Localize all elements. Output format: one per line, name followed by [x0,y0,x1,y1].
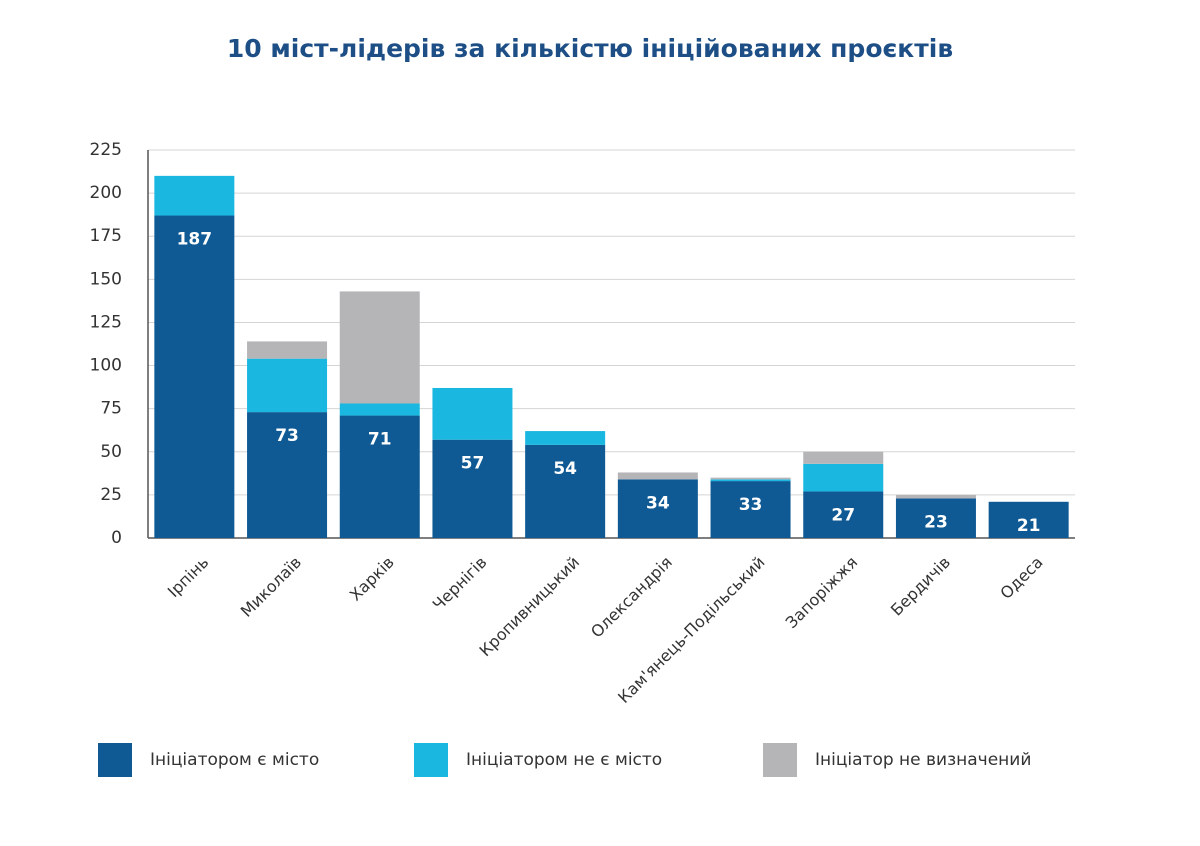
data-label: 34 [646,493,670,513]
bar-segment [247,341,328,359]
data-label: 27 [831,505,855,525]
chart-title: 10 міст-лідерів за кількістю ініційовани… [227,34,953,63]
bar-segment [247,412,328,538]
data-label: 21 [1017,516,1041,536]
x-tick-label: Кам'янець-Подільський [614,553,768,707]
data-label: 23 [924,512,948,532]
data-label: 73 [275,426,299,446]
bar-segment [339,291,420,404]
bar-segment [710,477,791,480]
x-tick-label: Чернігів [429,553,491,615]
bar-segment [339,403,420,416]
bar-segment [710,481,791,538]
legend-label: Ініціатор не визначений [815,750,1031,770]
bar-segment [247,358,328,413]
y-tick-label: 75 [100,399,122,419]
x-tick-label: Олександрія [587,553,676,642]
bar-segment [339,415,420,538]
data-label: 54 [553,459,577,479]
data-label: 187 [177,230,213,250]
legend-label: Ініціатором не є місто [466,750,662,770]
x-tick-label: Одеса [996,553,1046,603]
bar-segment [895,494,976,499]
bar-segment [154,215,235,539]
x-tick-label: Запоріжжя [782,553,861,632]
bar-segment [525,431,606,445]
bar-segment [617,472,698,480]
y-tick-label: 50 [100,442,122,462]
y-tick-label: 25 [100,485,122,505]
bar-segment [803,463,884,492]
legend-label: Ініціатором є місто [150,750,319,770]
legend-swatch [763,743,797,777]
y-tick-label: 175 [90,226,122,246]
bar-segment [432,439,513,538]
bar-segment [803,451,884,464]
legend-swatch [414,743,448,777]
y-tick-label: 0 [111,528,122,548]
bar-segment [988,501,1069,538]
data-label: 71 [368,430,392,450]
bar-segment [525,444,606,538]
bar-segment [617,479,698,538]
legend-swatch [98,743,132,777]
bar-segment [710,479,791,482]
x-tick-label: Бердичів [887,553,954,620]
bar-segment [154,175,235,216]
x-tick-label: Харків [346,553,398,605]
y-tick-label: 150 [90,269,122,289]
y-tick-label: 225 [90,140,122,160]
data-label: 57 [461,454,485,474]
data-label: 33 [739,495,763,515]
bar-segment [895,498,976,538]
y-tick-label: 200 [90,183,122,203]
x-tick-label: Ірпінь [164,553,213,602]
y-tick-label: 100 [90,356,122,376]
bar-segment [432,387,513,440]
bar-segment [803,491,884,538]
y-tick-label: 125 [90,312,122,332]
x-tick-label: Кропивницький [476,553,584,661]
x-tick-label: Миколаїв [237,553,305,621]
